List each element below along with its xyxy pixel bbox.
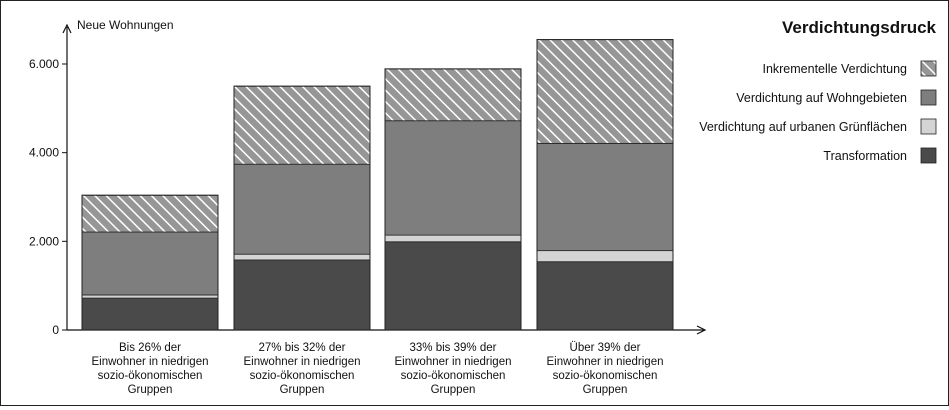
legend-swatch: [920, 147, 937, 164]
bars: [81, 39, 674, 331]
bar-segment: [384, 241, 522, 331]
x-axis-arrow: [696, 325, 707, 335]
x-tick-label: 33% bis 39% der Einwohner in niedrigen soz…: [395, 342, 512, 396]
bar-segment: [384, 68, 522, 122]
bar-segment: [536, 142, 674, 252]
bar-outline: [384, 68, 522, 331]
bar-segment: [81, 294, 219, 299]
x-tick-label: Bis 26% der Einwohner in niedrigen sozio-ö…: [92, 342, 209, 396]
bar-segment: [536, 39, 674, 144]
bar-outline: [536, 39, 674, 331]
chart-title: Verdichtungsdruck: [782, 18, 937, 37]
legend-swatch: [920, 60, 937, 77]
bar-segment: [81, 194, 219, 233]
bar-segment: [81, 297, 219, 331]
legend-label: Transformation: [823, 149, 907, 163]
x-tick-label: Über 39% der Einwohner in niedrigen sozio-…: [547, 342, 664, 396]
bar-segment: [233, 253, 371, 261]
y-tick-label: 4.000: [29, 146, 59, 160]
y-axis-arrow: [62, 23, 72, 34]
bar-segment: [536, 250, 674, 263]
legend: Inkrementelle Verdichtung Verdichtung auf…: [699, 60, 937, 164]
y-axis-label: Neue Wohnungen: [77, 18, 174, 32]
bar-segment: [81, 231, 219, 296]
bar-segment: [384, 234, 522, 243]
bar-segment: [233, 85, 371, 165]
bar-outline: [81, 194, 219, 331]
legend-label: Verdichtung auf Wohngebieten: [736, 91, 907, 105]
legend-label: Verdichtung auf urbanen Grünflächen: [699, 120, 907, 134]
x-tick-label: 27% bis 32% der Einwohner in niedrigen soz…: [244, 342, 361, 396]
y-tick-label: 2.000: [29, 234, 59, 248]
bar-segment: [233, 259, 371, 331]
bar-segment: [384, 120, 522, 236]
legend-swatch: [920, 89, 937, 106]
y-tick-label: 6.000: [29, 57, 59, 71]
x-axis-labels: Bis 26% der Einwohner in niedrigen sozio-ö…: [92, 342, 664, 396]
bar-segment: [536, 261, 674, 331]
y-tick-label: 0: [52, 323, 59, 337]
legend-swatch: [920, 118, 937, 135]
legend-label: Inkrementelle Verdichtung: [762, 62, 907, 76]
bar-outline: [233, 85, 371, 331]
bar-segment: [233, 163, 371, 255]
